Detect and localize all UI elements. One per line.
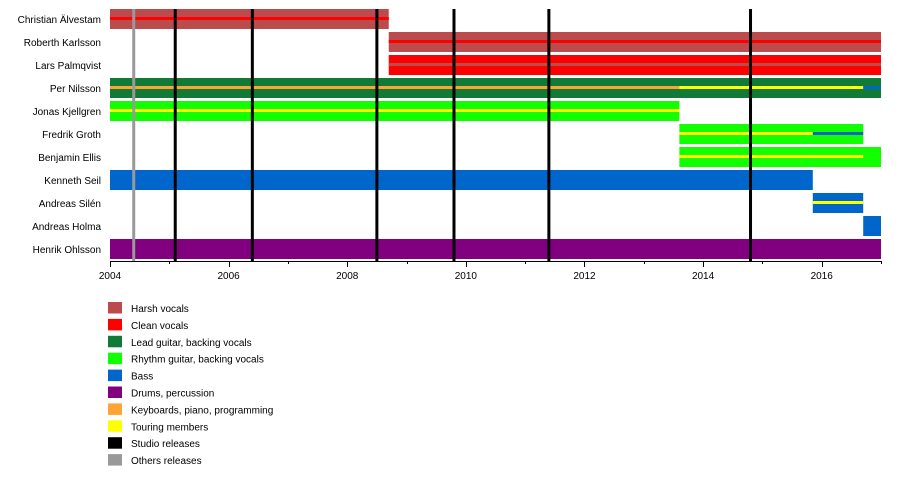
legend-label-rhythm: Rhythm guitar, backing vocals (131, 355, 264, 366)
legend-label-drums: Drums, percussion (131, 389, 214, 400)
member-5-bar-0-accent-0 (679, 132, 864, 135)
member-label-0: Christian Älvestam (18, 14, 101, 26)
member-0-bar-0-accent-0 (110, 17, 389, 20)
member-label-9: Andreas Holma (32, 222, 101, 233)
member-label-5: Fredrik Groth (42, 130, 101, 141)
member-1-bar-0-accent-0 (388, 40, 881, 43)
legend-label-keys: Keyboards, piano, programming (131, 405, 273, 416)
x-tick-label-2008: 2008 (336, 271, 359, 282)
member-bars (110, 9, 881, 259)
member-label-2: Lars Palmqvist (35, 61, 101, 72)
member-6-accent-1 (679, 155, 864, 158)
member-3-bar-0-accent-0 (110, 86, 881, 89)
legend-swatch-studio (108, 437, 122, 449)
legend-swatch-rhythm (108, 352, 122, 365)
member-label-4: Jonas Kjellgren (33, 107, 101, 118)
x-tick-label-2014: 2014 (692, 271, 715, 282)
member-5-accent-1 (812, 132, 864, 135)
legend: Harsh vocals Clean vocals Lead guitar, bac… (108, 302, 273, 467)
member-3-accent-2 (863, 86, 881, 89)
legend-swatch-lead (108, 335, 122, 348)
member-4-bar-0-accent-0 (110, 109, 680, 112)
member-label-8: Andreas Silén (39, 199, 101, 210)
member-10-bar-0 (110, 239, 881, 259)
member-labels: Christian Älvestam Roberth Karlsson Lars P… (18, 14, 102, 256)
legend-label-lead: Lead guitar, backing vocals (131, 338, 252, 349)
legend-swatch-drums (108, 386, 122, 398)
legend-label-studio: Studio releases (131, 439, 200, 450)
legend-swatch-harsh (108, 302, 122, 314)
legend-label-bass: Bass (131, 372, 153, 383)
member-label-7: Kenneth Seil (44, 176, 101, 187)
legend-swatch-clean (108, 318, 122, 331)
legend-label-touring: Touring members (131, 422, 208, 433)
legend-label-other: Others releases (131, 456, 202, 467)
release-lines (132, 9, 753, 261)
legend-swatch-keys (108, 403, 122, 415)
x-tick-label-2012: 2012 (573, 271, 596, 282)
member-9-bar-0 (863, 216, 881, 236)
legend-swatch-touring (108, 420, 122, 432)
x-tick-label-2016: 2016 (811, 271, 834, 282)
member-label-6: Benjamin Ellis (38, 153, 101, 164)
x-tick-label-2006: 2006 (217, 271, 240, 282)
member-7-bar-0 (110, 170, 813, 190)
member-8-bar-0-accent-0 (812, 201, 864, 204)
member-2-bar-0-accent-0 (388, 63, 881, 66)
member-label-3: Per Nilsson (50, 84, 101, 95)
legend-label-clean: Clean vocals (131, 321, 188, 332)
member-3-accent-1 (679, 86, 864, 89)
legend-label-harsh: Harsh vocals (131, 304, 189, 315)
x-axis: 2004 2006 2008 2010 2012 2014 2016 (99, 261, 882, 282)
member-label-10: Henrik Ohlsson (33, 245, 101, 256)
x-tick-label-2004: 2004 (99, 271, 122, 282)
legend-swatch-bass (108, 369, 122, 382)
legend-swatch-other (108, 454, 122, 466)
x-tick-label-2010: 2010 (455, 271, 478, 282)
member-label-1: Roberth Karlsson (24, 38, 101, 49)
